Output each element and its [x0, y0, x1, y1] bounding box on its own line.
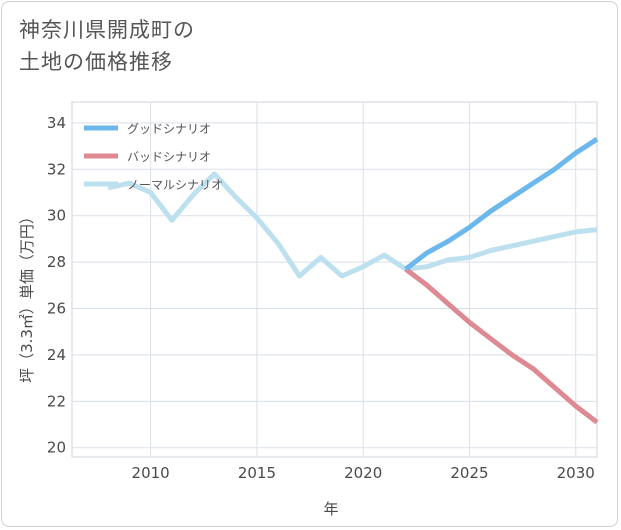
y-tick-label: 34 [47, 114, 66, 132]
y-tick-label: 32 [47, 160, 66, 178]
legend-label-0: グッドシナリオ [127, 122, 211, 136]
y-tick-label: 26 [47, 300, 66, 318]
x-tick-label: 2015 [238, 464, 276, 482]
y-tick-label: 22 [47, 392, 66, 410]
y-tick-label: 30 [47, 207, 66, 225]
y-tick-label: 28 [47, 253, 66, 271]
x-tick-label: 2030 [557, 464, 595, 482]
series-line-1 [404, 267, 599, 425]
x-axis-title: 年 [323, 500, 338, 518]
tick-labels: 20 22 24 26 28 30 32 34 2010 2015 2020 2025 2030 [47, 114, 595, 482]
grid [71, 101, 598, 458]
y-tick-label: 24 [47, 346, 66, 364]
y-axis-title: 坪（3.3㎡）単価（万円） [18, 209, 36, 383]
chart-title: 神奈川県開成町の 土地の価格推移 [19, 18, 195, 74]
x-tick-label: 2020 [344, 464, 382, 482]
x-tick-label: 2010 [132, 464, 170, 482]
series-line-0 [404, 137, 599, 272]
x-tick-label: 2025 [450, 464, 488, 482]
legend-label-1: バッドシナリオ [127, 150, 211, 164]
series-layer [107, 137, 599, 425]
y-tick-label: 20 [47, 439, 66, 457]
series-line-2 [107, 171, 598, 279]
plot-area-frame [71, 101, 598, 458]
legend-label-2: ノーマルシナリオ [127, 178, 223, 192]
